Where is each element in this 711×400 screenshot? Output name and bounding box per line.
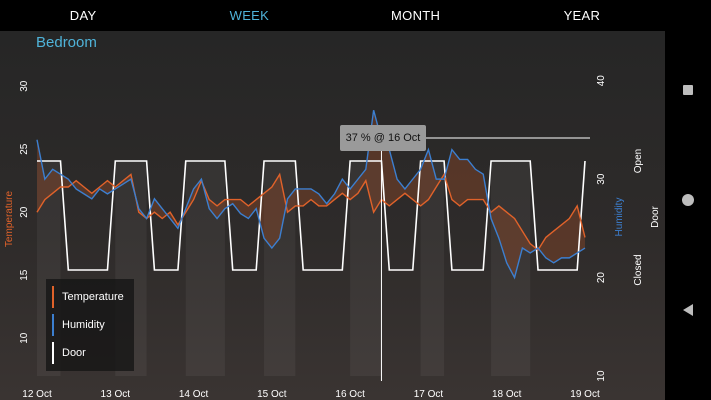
legend-item-door: Door xyxy=(52,342,86,364)
door-open-region xyxy=(185,161,225,376)
x-tick-label: 14 Oct xyxy=(179,389,209,400)
door-open-region xyxy=(264,161,296,376)
room-title: Bedroom xyxy=(36,34,97,51)
range-tab-bar: DAY WEEK MONTH YEAR xyxy=(0,0,665,31)
humidity-series-line xyxy=(36,110,586,280)
right-humidity-tick-label: 30 xyxy=(596,173,607,185)
right-humidity-tick-label: 10 xyxy=(596,370,607,382)
door-axis-title: Door xyxy=(650,205,661,227)
tab-week[interactable]: WEEK xyxy=(229,8,270,23)
square-recents-icon xyxy=(683,85,693,95)
left-tick-label: 15 xyxy=(19,269,30,281)
legend-swatch-humidity xyxy=(52,314,54,336)
x-tick-label: 18 Oct xyxy=(492,389,522,400)
back-button[interactable] xyxy=(665,290,711,330)
x-tick-label: 15 Oct xyxy=(257,389,287,400)
sensor-chart[interactable]: 12 Oct 13 Oct 14 Oct 15 Oct 16 Oct 17 Oct 18 O… xyxy=(0,31,665,400)
legend-label-door: Door xyxy=(62,347,86,359)
chart-tooltip: 37 % @ 16 Oct xyxy=(340,125,426,151)
x-tick-label: 16 Oct xyxy=(335,389,365,400)
legend-item-temperature: Temperature xyxy=(52,286,124,308)
x-tick-label: 12 Oct xyxy=(22,389,52,400)
door-open-region xyxy=(350,161,382,376)
x-tick-label: 13 Oct xyxy=(101,389,131,400)
legend-label-humidity: Humidity xyxy=(62,319,105,331)
left-tick-label: 25 xyxy=(19,143,30,155)
temperature-series-line xyxy=(36,172,586,252)
right-humidity-tick-label: 40 xyxy=(596,75,607,87)
door-open-region xyxy=(491,161,531,376)
legend-label-temperature: Temperature xyxy=(62,291,124,303)
tab-year[interactable]: YEAR xyxy=(563,8,601,23)
circle-home-icon xyxy=(682,194,694,206)
door-closed-tick-label: Closed xyxy=(633,254,644,285)
chart-legend: Temperature Humidity Door xyxy=(46,279,134,371)
right-humidity-tick-label: 20 xyxy=(596,272,607,284)
door-open-tick-label: Open xyxy=(633,149,644,173)
legend-item-humidity: Humidity xyxy=(52,314,105,336)
left-tick-label: 10 xyxy=(19,332,30,344)
left-tick-label: 20 xyxy=(19,206,30,218)
home-button[interactable] xyxy=(665,180,711,220)
door-open-region xyxy=(420,161,445,376)
door-series-line xyxy=(37,160,586,271)
system-navigation-bar xyxy=(665,0,711,400)
legend-swatch-temperature xyxy=(52,286,54,308)
left-axis-title: Temperature xyxy=(4,190,15,247)
recents-button[interactable] xyxy=(665,70,711,110)
tab-month[interactable]: MONTH xyxy=(391,8,441,23)
x-tick-label: 17 Oct xyxy=(414,389,444,400)
triangle-back-icon xyxy=(683,304,693,316)
left-tick-label: 30 xyxy=(19,80,30,92)
right-humidity-axis-title: Humidity xyxy=(614,198,625,237)
tab-day[interactable]: DAY xyxy=(69,8,97,23)
x-tick-label: 19 Oct xyxy=(570,389,600,400)
temperature-fill-area xyxy=(37,110,585,278)
legend-swatch-door xyxy=(52,342,54,364)
